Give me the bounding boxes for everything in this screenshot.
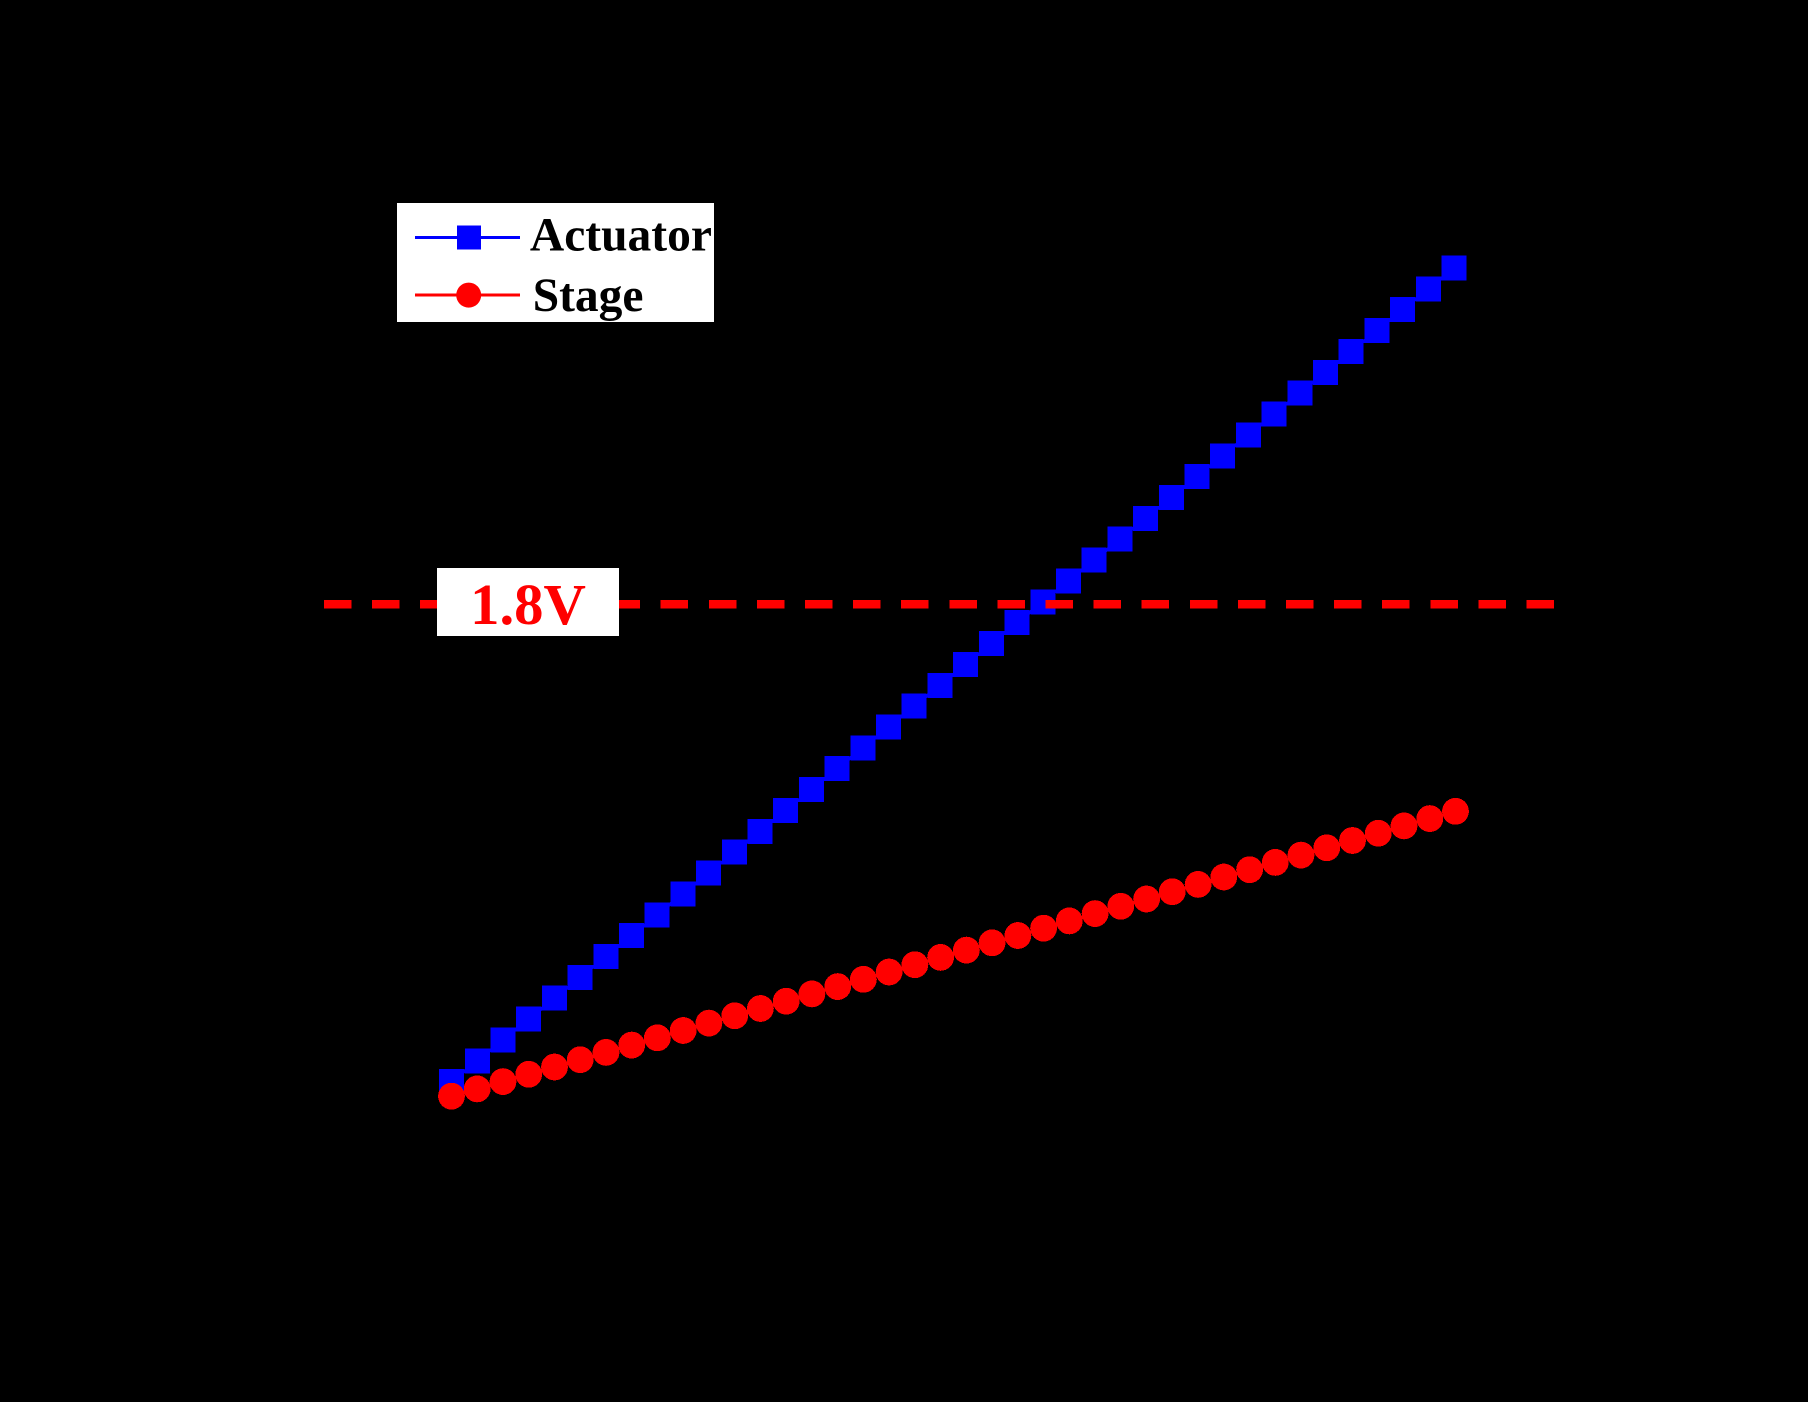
svg-text:1.8V: 1.8V bbox=[470, 572, 586, 637]
svg-text:Stage: Stage bbox=[533, 270, 644, 322]
svg-text:Actuator: Actuator bbox=[530, 210, 712, 262]
